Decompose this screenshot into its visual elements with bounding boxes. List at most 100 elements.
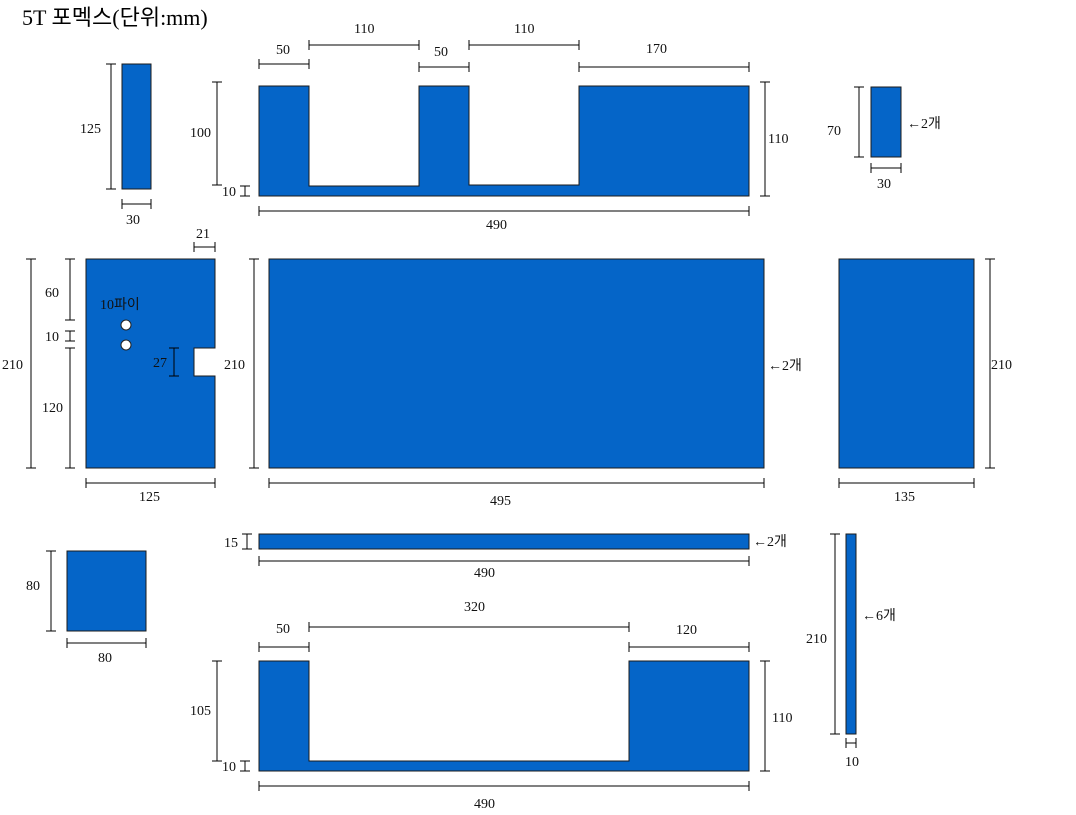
part-large-panel: 210 495 ←2개	[224, 258, 802, 509]
part-bottom-notched-panel: 50 320 120 105 10 110 490	[190, 600, 792, 812]
top-panel-seg3-dim	[578, 62, 750, 72]
top-notched-panel-shape	[258, 85, 750, 197]
thin-rod-width-label: 10	[845, 755, 859, 770]
bottom-panel-gap-dim	[308, 622, 630, 632]
right-panel-width-dim	[838, 478, 975, 488]
thin-rod-quantity: ←6개	[862, 608, 896, 624]
strip-quantity: ←2개	[753, 534, 787, 550]
top-panel-gap1-dim	[308, 40, 420, 50]
side-panel-height-label: 210	[2, 358, 23, 373]
top-panel-seg1-label: 50	[276, 43, 290, 58]
side-panel-height-dim	[26, 258, 36, 469]
bottom-panel-notch-height-label: 105	[190, 704, 211, 719]
top-panel-base-label: 10	[222, 185, 236, 200]
part-top-notched-panel: 50 110 50 110 170 100 10 110 490	[190, 22, 788, 233]
small-block-quantity: ←2개	[907, 116, 941, 132]
top-panel-notch-height-label: 100	[190, 126, 211, 141]
square-block-width-label: 80	[98, 651, 112, 666]
right-panel-height-dim	[985, 258, 995, 469]
small-post-height-label: 125	[80, 122, 101, 137]
side-panel-shape	[85, 258, 216, 469]
bottom-panel-seg2-dim	[628, 642, 750, 652]
top-panel-seg2-dim	[418, 62, 470, 72]
top-panel-seg2-label: 50	[434, 45, 448, 60]
right-panel-width-label: 135	[894, 490, 915, 505]
square-block-height-label: 80	[26, 579, 40, 594]
bottom-panel-seg2-label: 120	[676, 623, 697, 638]
large-panel-quantity: ←2개	[768, 358, 802, 374]
top-panel-width-dim	[258, 206, 750, 216]
part-square-block: 80 80	[26, 550, 147, 666]
bottom-panel-width-dim	[258, 781, 750, 791]
top-panel-width-label: 490	[486, 218, 507, 233]
bottom-panel-seg1-dim	[258, 642, 310, 652]
large-panel-height-label: 210	[224, 358, 245, 373]
small-block-width-dim	[870, 163, 902, 173]
thin-rod-shape	[845, 533, 857, 735]
bottom-panel-base-label: 10	[222, 760, 236, 775]
top-panel-gap1-label: 110	[354, 22, 374, 37]
side-panel-notch-height-dim	[169, 347, 179, 377]
top-panel-base-dim	[240, 185, 250, 197]
part-thin-rod: 210 10 ←6개	[806, 533, 896, 770]
large-panel-width-label: 495	[490, 494, 511, 509]
square-block-height-dim	[46, 550, 56, 632]
side-panel-hole-spacing-label: 10	[45, 330, 59, 345]
bottom-panel-total-height-label: 110	[772, 711, 792, 726]
square-block-shape	[66, 550, 147, 632]
strip-width-dim	[258, 556, 750, 566]
side-panel-hole-spacing-dim	[65, 330, 75, 342]
large-panel-shape	[268, 258, 765, 469]
drawing-title: 5T 포멕스(단위:mm)	[22, 5, 208, 30]
part-side-panel: 10파이 21 27 60 10 120 210 125	[2, 227, 216, 505]
bottom-notched-panel-shape	[258, 660, 750, 772]
large-panel-width-dim	[268, 478, 765, 488]
top-panel-seg1-dim	[258, 59, 310, 69]
side-panel-hole-bottom	[120, 339, 132, 351]
side-panel-bottom-offset-dim	[65, 347, 75, 469]
top-panel-total-height-dim	[760, 81, 770, 197]
top-panel-notch-height-dim	[212, 81, 222, 186]
strip-shape	[258, 533, 750, 550]
small-post-height-dim	[106, 63, 116, 190]
part-small-block: 70 30 ←2개	[827, 86, 941, 192]
bottom-panel-notch-height-dim	[212, 660, 222, 762]
bottom-panel-total-height-dim	[760, 660, 770, 772]
bottom-panel-seg1-label: 50	[276, 622, 290, 637]
small-post-shape	[121, 63, 152, 190]
bottom-panel-gap-label: 320	[464, 600, 485, 615]
side-panel-hole-top	[120, 319, 132, 331]
side-panel-top-offset-dim	[65, 258, 75, 321]
strip-width-label: 490	[474, 566, 495, 581]
top-panel-total-height-label: 110	[768, 132, 788, 147]
bottom-panel-base-dim	[240, 760, 250, 772]
bottom-panel-width-label: 490	[474, 797, 495, 812]
small-block-height-label: 70	[827, 124, 841, 139]
small-block-shape	[870, 86, 902, 158]
top-panel-gap2-label: 110	[514, 22, 534, 37]
side-panel-bottom-offset-label: 120	[42, 401, 63, 416]
side-panel-width-label: 125	[139, 490, 160, 505]
part-strip: 15 490 ←2개	[224, 533, 787, 581]
thin-rod-height-dim	[830, 533, 840, 735]
right-panel-height-label: 210	[991, 358, 1012, 373]
side-panel-notch-width-dim	[193, 242, 216, 252]
thin-rod-height-label: 210	[806, 632, 827, 647]
top-panel-seg3-label: 170	[646, 42, 667, 57]
square-block-width-dim	[66, 638, 147, 648]
small-post-width-dim	[121, 199, 152, 209]
thin-rod-width-dim	[845, 738, 857, 748]
top-panel-gap2-dim	[468, 40, 580, 50]
side-panel-notch-height-label: 27	[153, 356, 167, 371]
side-panel-hole-label: 10파이	[100, 297, 140, 313]
side-panel-notch-width-label: 21	[196, 227, 210, 242]
part-right-panel: 210 135	[838, 258, 1012, 505]
right-panel-shape	[838, 258, 975, 469]
strip-height-dim	[242, 533, 252, 550]
small-block-height-dim	[854, 86, 864, 158]
small-post-width-label: 30	[126, 213, 140, 228]
large-panel-height-dim	[249, 258, 259, 469]
small-block-width-label: 30	[877, 177, 891, 192]
part-small-post: 125 30	[80, 63, 152, 228]
